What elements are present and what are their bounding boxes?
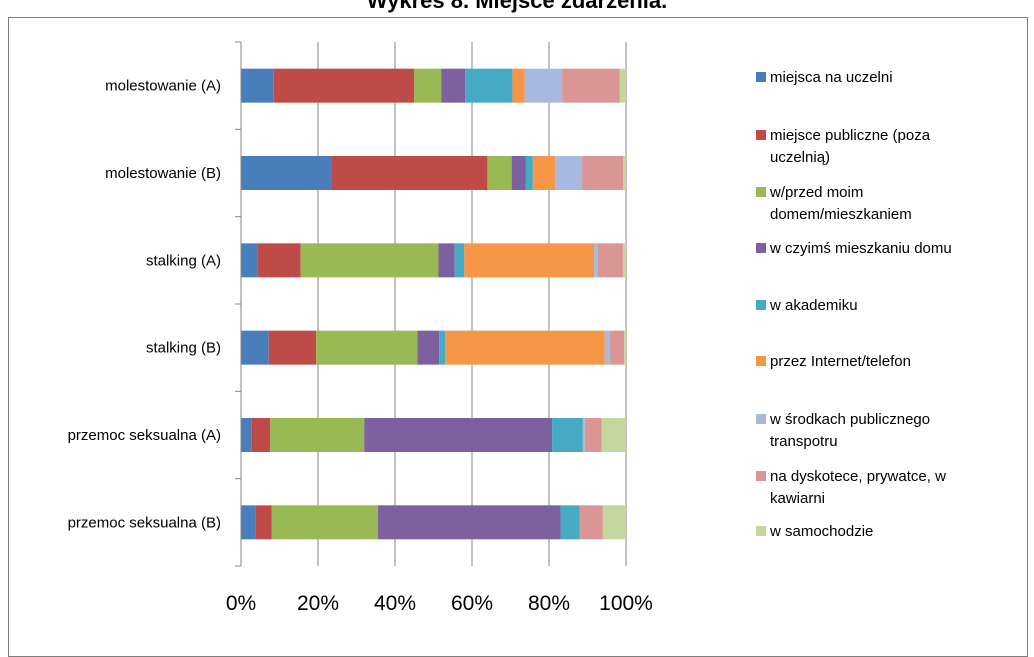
bar-segment bbox=[270, 418, 365, 452]
category-label: stalking (B) bbox=[146, 340, 221, 357]
bar-segment bbox=[417, 330, 440, 365]
bar-segment bbox=[532, 156, 556, 190]
bar-segment bbox=[364, 418, 553, 452]
bar-segment bbox=[255, 505, 272, 540]
bar-segment bbox=[331, 156, 488, 190]
bar-segment bbox=[601, 418, 626, 452]
legend-swatch bbox=[756, 243, 766, 253]
category-label: molestowanie (A) bbox=[105, 78, 221, 95]
bar-segment bbox=[555, 156, 583, 190]
bar-segment bbox=[241, 68, 274, 103]
bar-segment bbox=[439, 330, 446, 365]
grid-layer bbox=[317, 42, 627, 566]
category-label: stalking (A) bbox=[146, 252, 221, 269]
bar-segment bbox=[622, 243, 626, 278]
legend-label: miejsce publiczne (poza uczelnią) bbox=[770, 127, 931, 166]
bar-segment bbox=[623, 156, 626, 190]
x-tick-label: 100% bbox=[599, 592, 653, 615]
legend-swatch bbox=[756, 187, 766, 197]
x-tick-label: 0% bbox=[226, 592, 256, 615]
legend-label: w samochodzie bbox=[769, 523, 873, 540]
bar-segment bbox=[487, 156, 512, 190]
bar-segment bbox=[579, 505, 603, 540]
legend-swatch bbox=[756, 356, 766, 366]
bar-segment bbox=[552, 418, 583, 452]
bar-segment bbox=[597, 243, 623, 278]
category-label: molestowanie (B) bbox=[105, 165, 221, 182]
bar-segment bbox=[619, 68, 626, 103]
legend-label: na dyskotece, prywatce, w kawiarni bbox=[770, 468, 946, 507]
category-label: przemoc seksualna (A) bbox=[68, 427, 221, 444]
bar-segment bbox=[524, 68, 563, 103]
category-label: przemoc seksualna (B) bbox=[68, 514, 221, 531]
bar-segment bbox=[604, 330, 610, 365]
legend-label: w/przed moim domem/mieszkaniem bbox=[769, 184, 912, 223]
bar-segment bbox=[300, 243, 439, 278]
bar-segment bbox=[609, 330, 625, 365]
legend-swatch bbox=[756, 300, 766, 310]
bar-segment bbox=[378, 505, 561, 540]
bar-segment bbox=[594, 243, 598, 278]
legend-swatch bbox=[756, 471, 766, 481]
x-tick-label: 60% bbox=[451, 592, 493, 615]
bar-segment bbox=[465, 68, 513, 103]
bar-segment bbox=[241, 418, 252, 452]
bar-segment bbox=[271, 505, 379, 540]
x-tick-label: 20% bbox=[297, 592, 339, 615]
bar-segment bbox=[560, 505, 580, 540]
bar-segment bbox=[316, 330, 418, 365]
legend-label: miejsca na uczelni bbox=[770, 69, 893, 86]
bar-segment bbox=[602, 505, 626, 540]
x-tick-label: 40% bbox=[374, 592, 416, 615]
bar-segment bbox=[562, 68, 620, 103]
bar-segment bbox=[464, 243, 595, 278]
bar-segment bbox=[273, 68, 415, 103]
bars-layer bbox=[241, 68, 626, 540]
bar-segment bbox=[414, 68, 442, 103]
stacked-bar-chart: 0% 20% 40% 60% 80% 100% molestowanie (A) molest… bbox=[68, 41, 952, 615]
bar-segment bbox=[241, 330, 269, 365]
legend-label: w czyimś mieszkaniu domu bbox=[769, 240, 952, 257]
bar-segment bbox=[582, 156, 624, 190]
bar-segment bbox=[241, 156, 332, 190]
bar-segment bbox=[454, 243, 465, 278]
legend-swatch bbox=[756, 526, 766, 536]
bar-segment bbox=[441, 68, 466, 103]
bar-segment bbox=[251, 418, 271, 452]
bar-segment bbox=[445, 330, 605, 365]
bar-segment bbox=[257, 243, 301, 278]
x-tick-label: 80% bbox=[528, 592, 570, 615]
bar-segment bbox=[241, 243, 258, 278]
legend-label: w akademiku bbox=[769, 297, 858, 314]
bar-segment bbox=[582, 418, 585, 452]
axis-layer: 0% 20% 40% 60% 80% 100% molestowanie (A) molest… bbox=[68, 41, 653, 615]
chart-title: Wykres 8. Miejsce zdarzenia. bbox=[366, 0, 668, 13]
legend-swatch bbox=[756, 130, 766, 140]
bar-segment bbox=[624, 330, 626, 365]
bar-segment bbox=[438, 243, 455, 278]
bar-segment bbox=[268, 330, 317, 365]
bar-segment bbox=[584, 418, 602, 452]
legend-swatch bbox=[756, 72, 766, 82]
legend-swatch bbox=[756, 414, 766, 424]
bar-segment bbox=[241, 505, 256, 540]
legend-label: w środkach publicznego transpotru bbox=[769, 411, 930, 450]
bar-segment bbox=[525, 156, 533, 190]
legend-label: przez Internet/telefon bbox=[770, 353, 911, 370]
bar-segment bbox=[512, 68, 525, 103]
bar-segment bbox=[511, 156, 526, 190]
legend: miejsca na uczelni miejsce publiczne (poz… bbox=[756, 69, 952, 540]
